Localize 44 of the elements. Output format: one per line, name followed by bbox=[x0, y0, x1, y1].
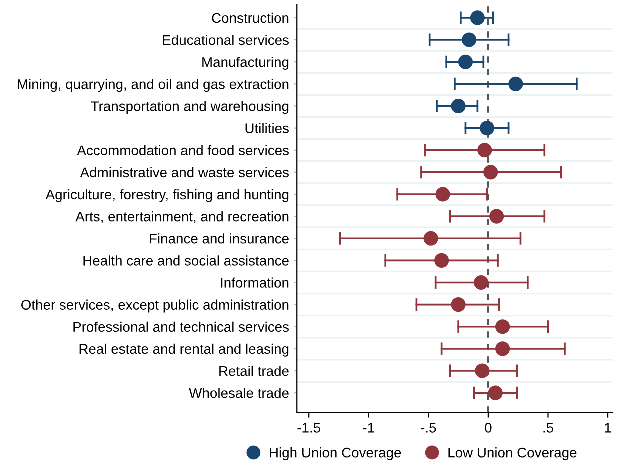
point bbox=[496, 342, 510, 356]
y-tick-label: Mining, quarrying, and oil and gas extraction bbox=[18, 79, 289, 92]
y-tick-label: Agriculture, forestry, fishing and hunting bbox=[46, 189, 289, 202]
point bbox=[496, 320, 510, 334]
y-tick-label: Real estate and rental and leasing bbox=[80, 344, 289, 357]
point bbox=[434, 253, 450, 268]
y-tick-label: Finance and insurance bbox=[150, 234, 289, 244]
point bbox=[474, 275, 489, 290]
x-tick-label: 0 bbox=[485, 423, 492, 433]
y-tick-label: Retail trade bbox=[220, 366, 289, 376]
y-tick-label: Wholesale trade bbox=[189, 388, 289, 398]
y-tick-label: Manufacturing bbox=[202, 57, 289, 70]
point bbox=[424, 231, 438, 246]
point bbox=[458, 54, 474, 70]
point bbox=[490, 209, 504, 224]
y-tick-label: Information bbox=[221, 278, 289, 288]
point bbox=[478, 143, 492, 158]
x-tick-label: .5 bbox=[544, 423, 554, 433]
point bbox=[451, 298, 466, 312]
point bbox=[451, 98, 466, 114]
point bbox=[488, 386, 503, 400]
x-tick-label: -.5 bbox=[421, 423, 436, 433]
y-tick-label: Other services, except public administration bbox=[22, 300, 289, 313]
y-tick-label: Utilities bbox=[246, 123, 289, 134]
point bbox=[475, 364, 490, 378]
y-tick-label: Health care and social assistance bbox=[84, 256, 289, 266]
y-tick-label: Administrative and waste services bbox=[80, 167, 289, 178]
legend-label: High Union Coverage bbox=[270, 448, 402, 460]
y-tick-label: Accommodation and food services bbox=[77, 145, 289, 156]
y-tick-label: Transportation and warehousing bbox=[91, 101, 289, 114]
y-tick-label: Professional and technical services bbox=[74, 322, 289, 332]
y-tick-label: Construction bbox=[212, 12, 289, 24]
point bbox=[462, 32, 477, 48]
x-tick-label: -1 bbox=[363, 423, 374, 433]
x-tick-label: -1.5 bbox=[298, 423, 320, 433]
legend-label: Low Union Coverage bbox=[448, 448, 577, 460]
point bbox=[436, 187, 450, 202]
x-tick-label: 1 bbox=[605, 423, 612, 433]
point bbox=[508, 76, 524, 92]
point bbox=[480, 121, 495, 136]
point bbox=[470, 10, 485, 26]
y-tick-label: Educational services bbox=[163, 35, 289, 46]
point bbox=[484, 165, 498, 180]
y-tick-label: Arts, entertainment, and recreation bbox=[76, 212, 289, 224]
